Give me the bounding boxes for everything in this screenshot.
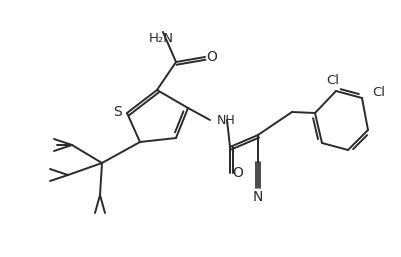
- Text: Cl: Cl: [373, 87, 385, 99]
- Text: H₂N: H₂N: [148, 32, 174, 45]
- Text: Cl: Cl: [326, 74, 340, 87]
- Text: O: O: [233, 166, 243, 180]
- Text: N: N: [253, 190, 263, 204]
- Text: S: S: [113, 105, 122, 119]
- Text: O: O: [207, 50, 217, 64]
- Text: NH: NH: [217, 114, 236, 126]
